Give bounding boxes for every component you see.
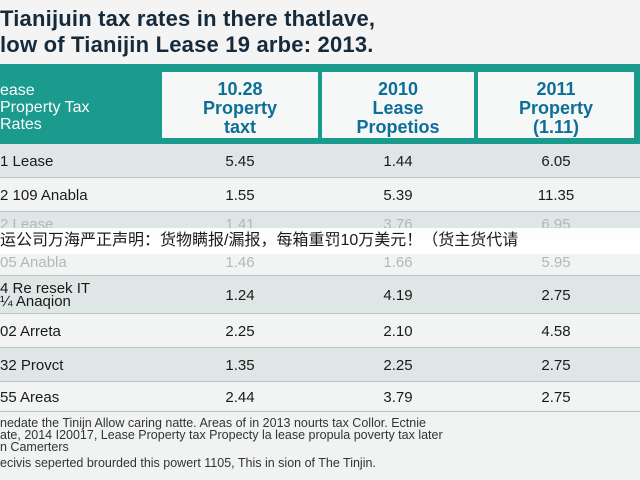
table-row: 4 Re resek IT ¼ Anaqion 1.24 4.19 2.75 — [0, 276, 640, 314]
cell-value: 3.79 — [383, 388, 413, 406]
row-label: 32 Provct — [0, 356, 64, 374]
footnote-line: n Camerters — [0, 440, 69, 454]
page-title: Tianijuin tax rates in there thatlave, l… — [0, 0, 640, 64]
row-label: 4 Re resek IT ¼ Anaqion — [0, 280, 91, 310]
table-row: 1 Lease 5.45 1.44 6.05 — [0, 144, 640, 178]
row-label: 1 Lease — [0, 152, 54, 170]
cell-value: 2.75 — [541, 356, 571, 374]
column-header-3: 2011 Property (1.11) — [478, 72, 634, 138]
row-label: 05 Anabla — [0, 253, 67, 271]
row-label: 02 Arreta — [0, 322, 61, 340]
footnote-line: ecivis seperted brourded this powert 110… — [0, 456, 376, 470]
cell-value: 1.44 — [383, 152, 413, 170]
row-label: 55 Areas — [0, 388, 60, 406]
cell-value: 11.35 — [537, 186, 575, 204]
table-row: 55 Areas 2.44 3.79 2.75 — [0, 382, 640, 412]
cell-value: 1.66 — [383, 253, 413, 271]
cell-value: 2.75 — [541, 388, 571, 406]
cell-value: 6.05 — [541, 152, 571, 170]
cell-value: 2.25 — [225, 322, 255, 340]
footnote: nedate the Tinijn Allow caring natte. Ar… — [0, 412, 640, 480]
cell-value: 5.45 — [225, 152, 255, 170]
overlay-banner: 运公司万海严正声明：货物瞒报/漏报，每箱重罚10万美元！（货主货代请 — [0, 228, 640, 254]
column-header-1: 10.28 Property taxt — [162, 72, 318, 138]
table-row: 32 Provct 1.35 2.25 2.75 — [0, 348, 640, 382]
cell-value: 4.58 — [541, 322, 571, 340]
cell-value: 2.25 — [383, 356, 413, 374]
row-label: 2 109 Anabla — [0, 186, 88, 204]
row-label: 2 Lease — [0, 215, 54, 233]
cell-value: 2.75 — [541, 286, 571, 304]
cell-value: 1.24 — [225, 286, 255, 304]
cell-value: 1.35 — [225, 356, 255, 374]
column-header-2: 2010 Lease Propetios — [322, 72, 474, 138]
title-line-2: low of Tianijin Lease 19 arbe: 2013. — [0, 32, 374, 57]
cell-value: 1.55 — [225, 186, 255, 204]
row-header-label: ease Property Tax Rates — [0, 82, 90, 133]
cell-value: 1.46 — [225, 253, 255, 271]
cell-value: 2.10 — [383, 322, 413, 340]
table-header: ease Property Tax Rates 10.28 Property t… — [0, 64, 640, 144]
title-line-1: Tianijuin tax rates in there thatlave, — [0, 6, 376, 31]
footnote-line: nedate the Tinijn Allow caring natte. Ar… — [0, 416, 426, 430]
footnote-line: ate, 2014 I20017, Lease Property tax Pro… — [0, 428, 443, 442]
cell-value: 2.44 — [225, 388, 255, 406]
table-row: 02 Arreta 2.25 2.10 4.58 — [0, 314, 640, 348]
table-row: 2 109 Anabla 1.55 5.39 11.35 — [0, 178, 640, 212]
cell-value: 4.19 — [383, 286, 413, 304]
cell-value: 5.95 — [541, 253, 571, 271]
cell-value: 5.39 — [383, 186, 413, 204]
